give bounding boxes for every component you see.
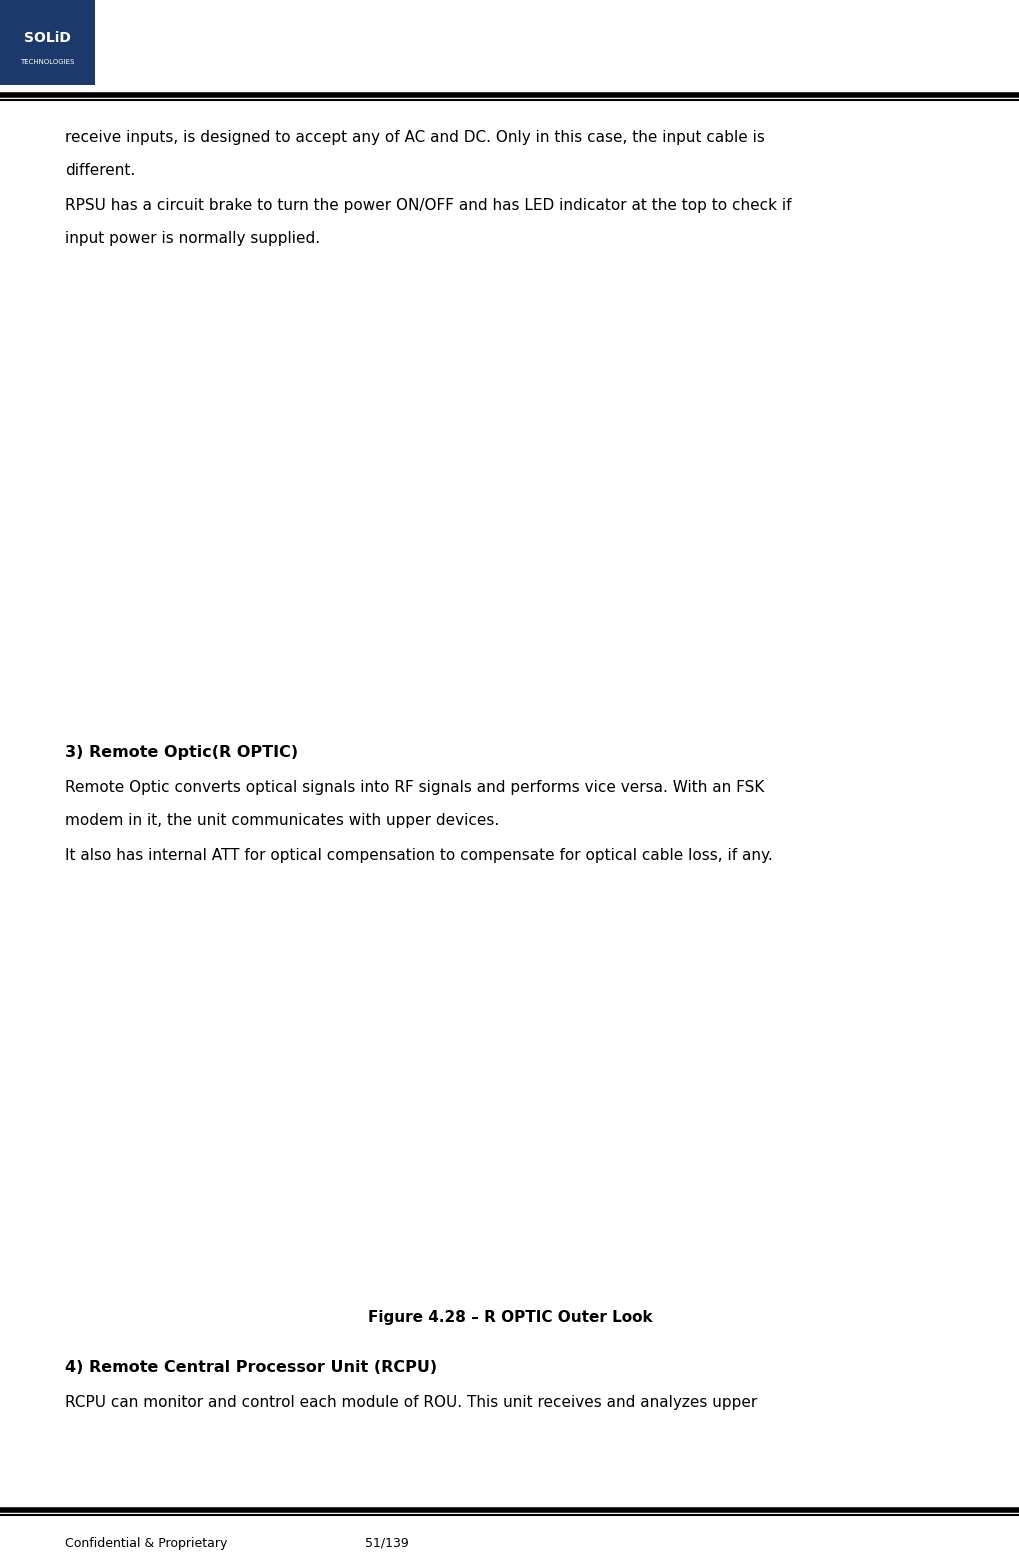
Bar — [0, 0, 95, 84]
Text: input power is normally supplied.: input power is normally supplied. — [65, 231, 320, 245]
Text: It also has internal ATT for optical compensation to compensate for optical cabl: It also has internal ATT for optical com… — [65, 848, 772, 862]
Text: receive inputs, is designed to accept any of AC and DC. Only in this case, the i: receive inputs, is designed to accept an… — [65, 130, 764, 145]
Text: RCPU can monitor and control each module of ROU. This unit receives and analyzes: RCPU can monitor and control each module… — [65, 1395, 756, 1410]
Text: Figure 4.28 – R OPTIC Outer Look: Figure 4.28 – R OPTIC Outer Look — [367, 1311, 652, 1325]
Text: SOLiD: SOLiD — [24, 31, 71, 45]
Bar — [60, 269, 959, 728]
Text: different.: different. — [65, 162, 136, 178]
Text: RPSU has a circuit brake to turn the power ON/OFF and has LED indicator at the t: RPSU has a circuit brake to turn the pow… — [65, 198, 791, 212]
Text: Confidential & Proprietary: Confidential & Proprietary — [65, 1537, 227, 1550]
Text: modem in it, the unit communicates with upper devices.: modem in it, the unit communicates with … — [65, 812, 498, 828]
Text: Remote Optic converts optical signals into RF signals and performs vice versa. W: Remote Optic converts optical signals in… — [65, 779, 763, 795]
Text: 51/139: 51/139 — [365, 1537, 409, 1550]
Text: 3) Remote Optic(R OPTIC): 3) Remote Optic(R OPTIC) — [65, 745, 298, 761]
Bar — [60, 875, 959, 1295]
Text: TECHNOLOGIES: TECHNOLOGIES — [20, 59, 74, 66]
Text: 4) Remote Central Processor Unit (RCPU): 4) Remote Central Processor Unit (RCPU) — [65, 1361, 437, 1375]
